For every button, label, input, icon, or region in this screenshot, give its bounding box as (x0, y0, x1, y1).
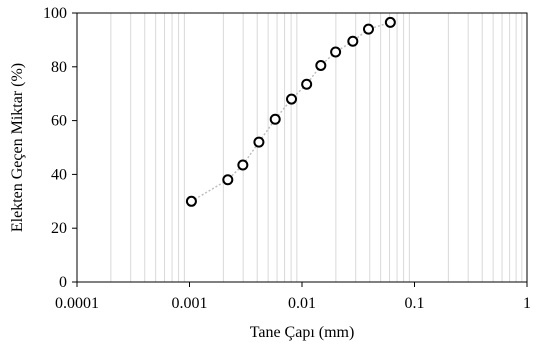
data-point (253, 136, 265, 148)
x-tick-label: 1 (523, 295, 531, 312)
y-axis-title: Elekten Geçen Miktar (%) (9, 63, 26, 232)
y-tick-label: 60 (51, 113, 67, 130)
y-tick-label: 0 (59, 274, 67, 291)
x-tick-label: 0.1 (405, 295, 425, 312)
x-tick-label: 0.01 (288, 295, 316, 312)
data-point (362, 23, 374, 35)
data-point (269, 113, 281, 125)
y-axis-ticks: 0 20 40 60 80 100 (43, 5, 77, 291)
data-point (384, 16, 396, 28)
y-tick-label: 40 (51, 166, 67, 183)
data-point (237, 159, 249, 171)
x-tick-label: 0.0001 (55, 295, 99, 312)
data-point (222, 174, 234, 186)
x-tick-label: 0.001 (172, 295, 208, 312)
x-axis-ticks: 0.0001 0.001 0.01 0.1 1 (55, 282, 531, 312)
data-point (315, 59, 327, 71)
data-point (347, 35, 359, 47)
data-points (185, 16, 396, 207)
data-point (185, 195, 197, 207)
y-tick-label: 20 (51, 220, 67, 237)
x-axis-title: Tane Çapı (mm) (250, 324, 355, 341)
y-tick-label: 80 (51, 59, 67, 76)
grid-lines (110, 13, 523, 282)
data-point (301, 78, 313, 90)
data-point (330, 46, 342, 58)
data-point (286, 93, 298, 105)
y-tick-label: 100 (43, 5, 67, 22)
